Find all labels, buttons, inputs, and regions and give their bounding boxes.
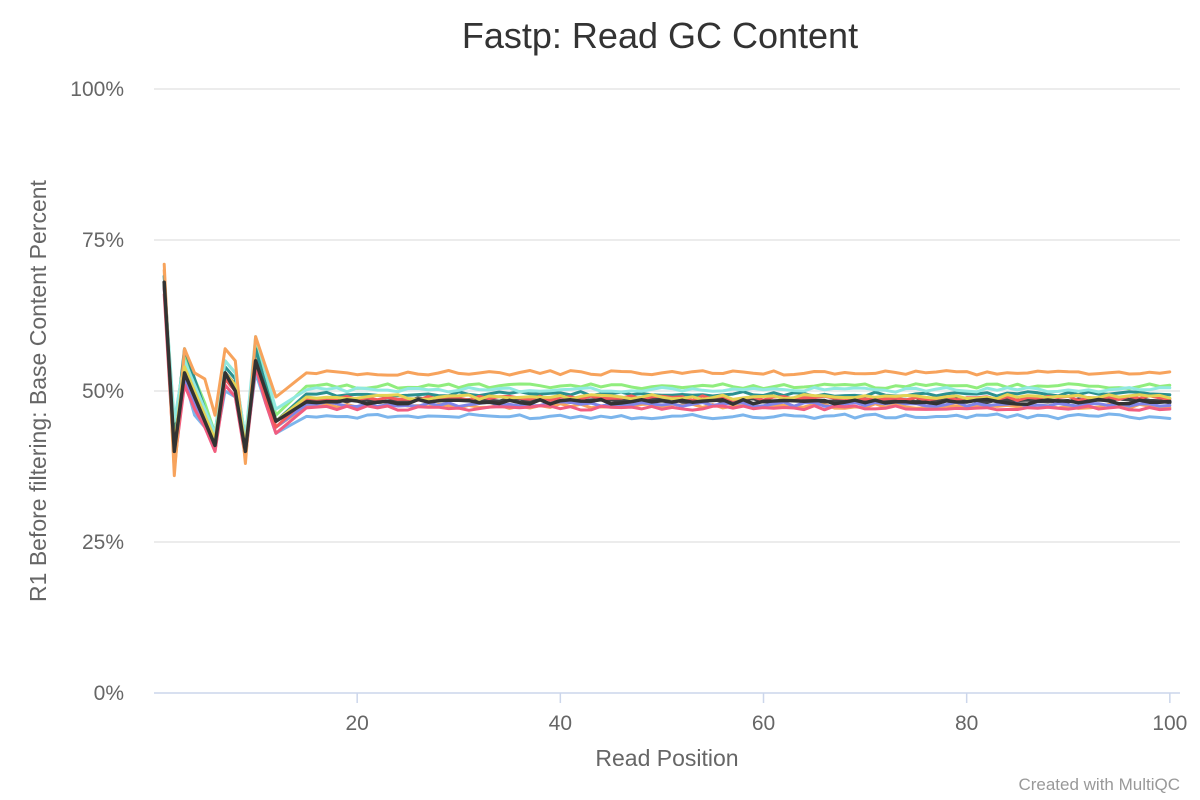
y-tick-label: 50% xyxy=(82,380,124,403)
y-tick-label: 100% xyxy=(70,78,124,101)
credit-label: Created with MultiQC xyxy=(1018,775,1180,794)
x-tick-label: 60 xyxy=(752,712,775,735)
chart-title: Fastp: Read GC Content xyxy=(462,15,858,56)
x-tick-label: 80 xyxy=(955,712,978,735)
x-tick-label: 100 xyxy=(1152,712,1187,735)
series-line xyxy=(162,292,1172,465)
series-line xyxy=(162,280,1172,447)
series-line xyxy=(162,280,1172,454)
series-line xyxy=(162,280,1172,441)
y-tick-label: 0% xyxy=(94,682,124,705)
y-tick-label: 25% xyxy=(82,531,124,554)
series-group xyxy=(162,262,1172,478)
series-line xyxy=(162,274,1172,453)
series-line xyxy=(162,280,1172,454)
y-axis-ticks: 0% 25% 50% 75% 100% xyxy=(70,78,124,705)
series-line xyxy=(162,268,1172,471)
series-line xyxy=(162,280,1172,441)
series-line xyxy=(162,262,1172,478)
x-tick-label: 40 xyxy=(549,712,572,735)
x-axis-ticks: 20 40 60 80 100 xyxy=(345,693,1187,735)
y-axis-title: R1 Before filtering: Base Content Percen… xyxy=(25,179,51,602)
series-line xyxy=(162,274,1172,447)
x-tick-label: 20 xyxy=(345,712,368,735)
grid xyxy=(154,88,1180,543)
x-axis-title: Read Position xyxy=(595,745,738,771)
y-tick-label: 75% xyxy=(82,229,124,252)
